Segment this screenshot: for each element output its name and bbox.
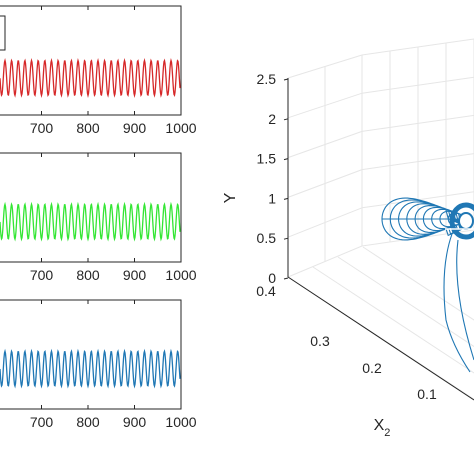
y-tick-mark [283, 277, 289, 280]
x2-tick-label: 0.3 [310, 333, 330, 349]
axes-frame [0, 5, 182, 116]
grid-line [287, 92, 363, 119]
legend-box [0, 15, 6, 51]
x2-tick-label: 0.4 [256, 283, 276, 299]
y-axis-label: Y [222, 192, 239, 203]
x-tick-label: 1000 [165, 120, 196, 136]
x-tick-label: 700 [30, 267, 54, 283]
attractor-tail [443, 233, 471, 373]
attractor-tail [456, 239, 474, 361]
x2-axis-line [287, 276, 474, 401]
y-tick-mark [283, 118, 289, 121]
x2-tick-label: 0.1 [417, 386, 437, 402]
grid-line [361, 114, 474, 132]
x2-tick-label: 0.2 [362, 360, 382, 376]
grid-line [287, 207, 363, 238]
attractor-core [449, 202, 474, 240]
x2-axis-label-main: X [374, 417, 385, 434]
x-tick-label: 1000 [165, 267, 196, 283]
panel-bottom: 700 800 900 1000 [0, 299, 197, 430]
grid-line [287, 245, 363, 278]
panel-middle: 700 800 900 1000 [0, 152, 197, 283]
x2-axis-label: X2 [374, 417, 391, 439]
x-tick-label: 700 [30, 120, 54, 136]
x-tick-label: 1000 [165, 414, 196, 430]
grid-line [361, 76, 474, 94]
grid-line [287, 169, 363, 198]
x-tick-label: 800 [76, 414, 100, 430]
x-tick-label: 800 [76, 120, 100, 136]
x-tick-label: 800 [76, 267, 100, 283]
y-tick-label: 1 [268, 190, 276, 206]
y-tick-mark [283, 197, 289, 200]
y-tick-mark [283, 158, 289, 161]
y-tick-mark [283, 78, 289, 81]
grid-line [287, 130, 363, 159]
grid-line [337, 256, 474, 348]
time-series-panels: 700 800 900 1000 700 800 900 1000 700 800 900 1000 [0, 5, 197, 430]
x-tick-label: 900 [123, 267, 147, 283]
grid-line [362, 246, 474, 321]
y-tick-label: 0.5 [257, 230, 277, 246]
y-tick-label: 2.5 [257, 71, 277, 87]
x2-axis-label-sub: 2 [384, 427, 390, 439]
series-line [0, 57, 181, 98]
series-line [0, 201, 181, 242]
grid-line [361, 38, 474, 56]
attractor-core-inner [458, 212, 474, 230]
y-tick-label: 2 [268, 111, 276, 127]
grid-line [312, 266, 474, 374]
grid-line [287, 54, 363, 79]
y-tick-label: 1.5 [257, 151, 277, 167]
axes-3d: 00.511.522.5Y0.10.20.30.4X2 [222, 38, 474, 439]
series-line [0, 348, 181, 389]
y-tick-label: 0 [268, 270, 276, 286]
panel-top: 700 800 900 1000 [0, 5, 197, 136]
y-tick-mark [283, 237, 289, 240]
phase-portrait-3d: 00.511.522.5Y0.10.20.30.4X2 [222, 38, 474, 439]
x-tick-label: 900 [123, 414, 147, 430]
grid-line [361, 153, 474, 171]
x-tick-label: 900 [123, 120, 147, 136]
x-tick-label: 700 [30, 414, 54, 430]
